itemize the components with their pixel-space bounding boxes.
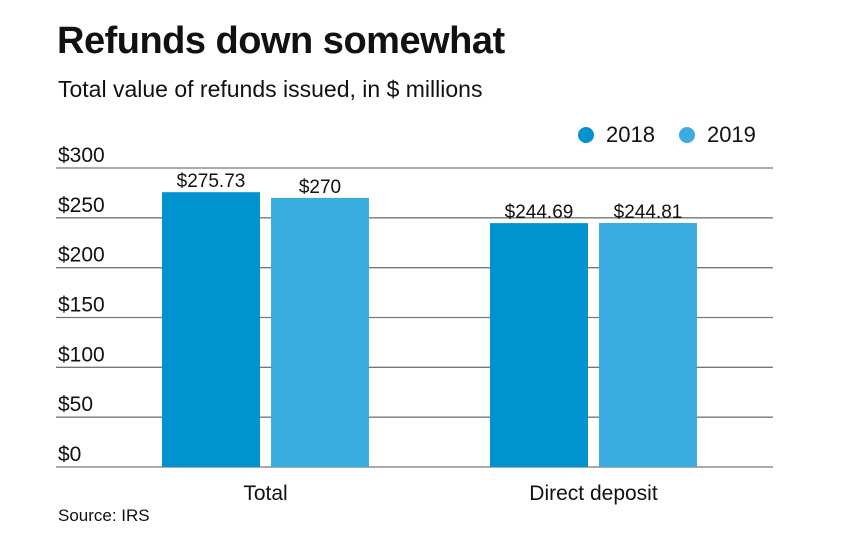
y-tick-label: $300 — [58, 144, 105, 167]
legend-swatch-2018 — [578, 127, 594, 143]
y-tick-label: $50 — [58, 393, 93, 416]
legend-label-2018: 2018 — [606, 122, 655, 147]
data-label: $244.81 — [614, 202, 683, 223]
chart-title: Refunds down somewhat — [57, 20, 505, 62]
data-label: $244.69 — [505, 202, 574, 223]
legend-item-2019: 2019 — [678, 122, 756, 148]
legend-item-2018: 2018 — [578, 122, 655, 148]
legend: 2018 2019 — [578, 122, 780, 148]
bar-2018-0 — [162, 192, 260, 468]
bar-2019-0 — [271, 197, 369, 467]
chart-subtitle: Total value of refunds issued, in $ mill… — [58, 76, 483, 102]
y-tick-label: $100 — [58, 343, 105, 366]
data-label: $270 — [299, 177, 341, 198]
y-tick-label: $200 — [58, 244, 105, 267]
x-category-label: Total — [243, 482, 287, 505]
legend-swatch-2019 — [678, 127, 695, 143]
bar-2019-1 — [599, 223, 697, 467]
source-note: Source: IRS — [58, 506, 150, 525]
legend-label-2019: 2019 — [706, 122, 756, 147]
y-tick-label: $250 — [58, 194, 105, 217]
y-tick-label: $150 — [58, 294, 105, 317]
bar-2018-1 — [490, 223, 588, 467]
y-tick-label: $0 — [58, 443, 81, 466]
x-category-label: Direct deposit — [529, 482, 658, 505]
data-label: $275.73 — [177, 171, 246, 192]
